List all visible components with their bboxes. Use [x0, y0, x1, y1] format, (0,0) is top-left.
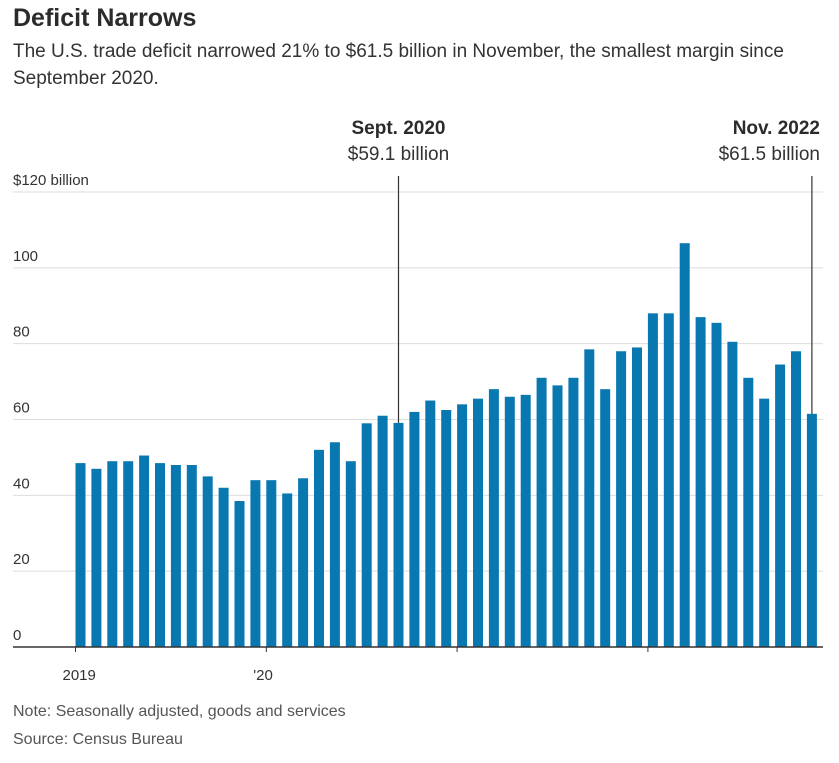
bar [329, 442, 340, 647]
y-tick-label: 60 [13, 400, 30, 417]
bar [170, 465, 181, 647]
bar [107, 461, 118, 647]
y-tick-label: 40 [13, 475, 30, 492]
bar [568, 377, 579, 647]
x-tick-label: '20 [253, 667, 273, 684]
annotation-value: $61.5 billion [719, 144, 820, 165]
bar [186, 465, 197, 647]
bar [75, 463, 86, 647]
y-tick-label: 20 [13, 551, 30, 568]
bar [536, 377, 547, 647]
bar [441, 410, 452, 647]
bar [663, 313, 674, 647]
x-tick-label: 2019 [63, 667, 96, 684]
annotation-label: Nov. 2022 [733, 118, 820, 139]
bar [345, 461, 356, 647]
y-tick-label: $120 billion [13, 172, 89, 189]
bar [457, 404, 468, 647]
y-tick-label: 80 [13, 324, 30, 341]
bar [425, 400, 436, 647]
bar [679, 243, 690, 647]
y-tick-label: 0 [13, 627, 21, 644]
bar [473, 398, 483, 647]
bar [91, 468, 102, 647]
chart-source: Source: Census Bureau [13, 731, 183, 748]
bar [298, 478, 309, 647]
chart-title: Deficit Narrows [13, 4, 197, 32]
bar [250, 480, 261, 647]
y-tick-label: 100 [13, 248, 38, 265]
bar [282, 493, 293, 647]
bar [377, 415, 388, 647]
bar [743, 377, 754, 647]
bar [711, 322, 722, 647]
bar [727, 341, 738, 647]
bar [791, 351, 801, 647]
bar [139, 455, 150, 647]
bar [552, 385, 563, 647]
bar [647, 313, 658, 647]
chart-subtitle: The U.S. trade deficit narrowed 21% to $… [13, 41, 784, 89]
bar [409, 411, 420, 647]
bar [234, 501, 245, 647]
bar [775, 364, 786, 647]
bar [266, 480, 277, 647]
bar [314, 449, 324, 647]
bar [632, 347, 642, 647]
bar [361, 423, 372, 647]
bar [488, 389, 499, 647]
chart-note: Note: Seasonally adjusted, goods and ser… [13, 703, 346, 720]
bar [616, 351, 627, 647]
bar [520, 394, 531, 647]
bar [695, 317, 706, 647]
bar [202, 476, 213, 647]
bar [393, 422, 404, 647]
bar [504, 396, 515, 647]
bar-chart: 0 20 40 60 80 100 $120 billion 2019 '20 Sept. 202… [13, 118, 823, 684]
bar [759, 398, 770, 647]
bar [806, 413, 817, 647]
annotation-value: $59.1 billion [348, 144, 449, 165]
bar [218, 487, 229, 647]
bar [123, 461, 134, 647]
bar [155, 463, 165, 647]
bar [600, 389, 611, 647]
bar [584, 349, 595, 647]
annotation-label: Sept. 2020 [352, 118, 446, 139]
